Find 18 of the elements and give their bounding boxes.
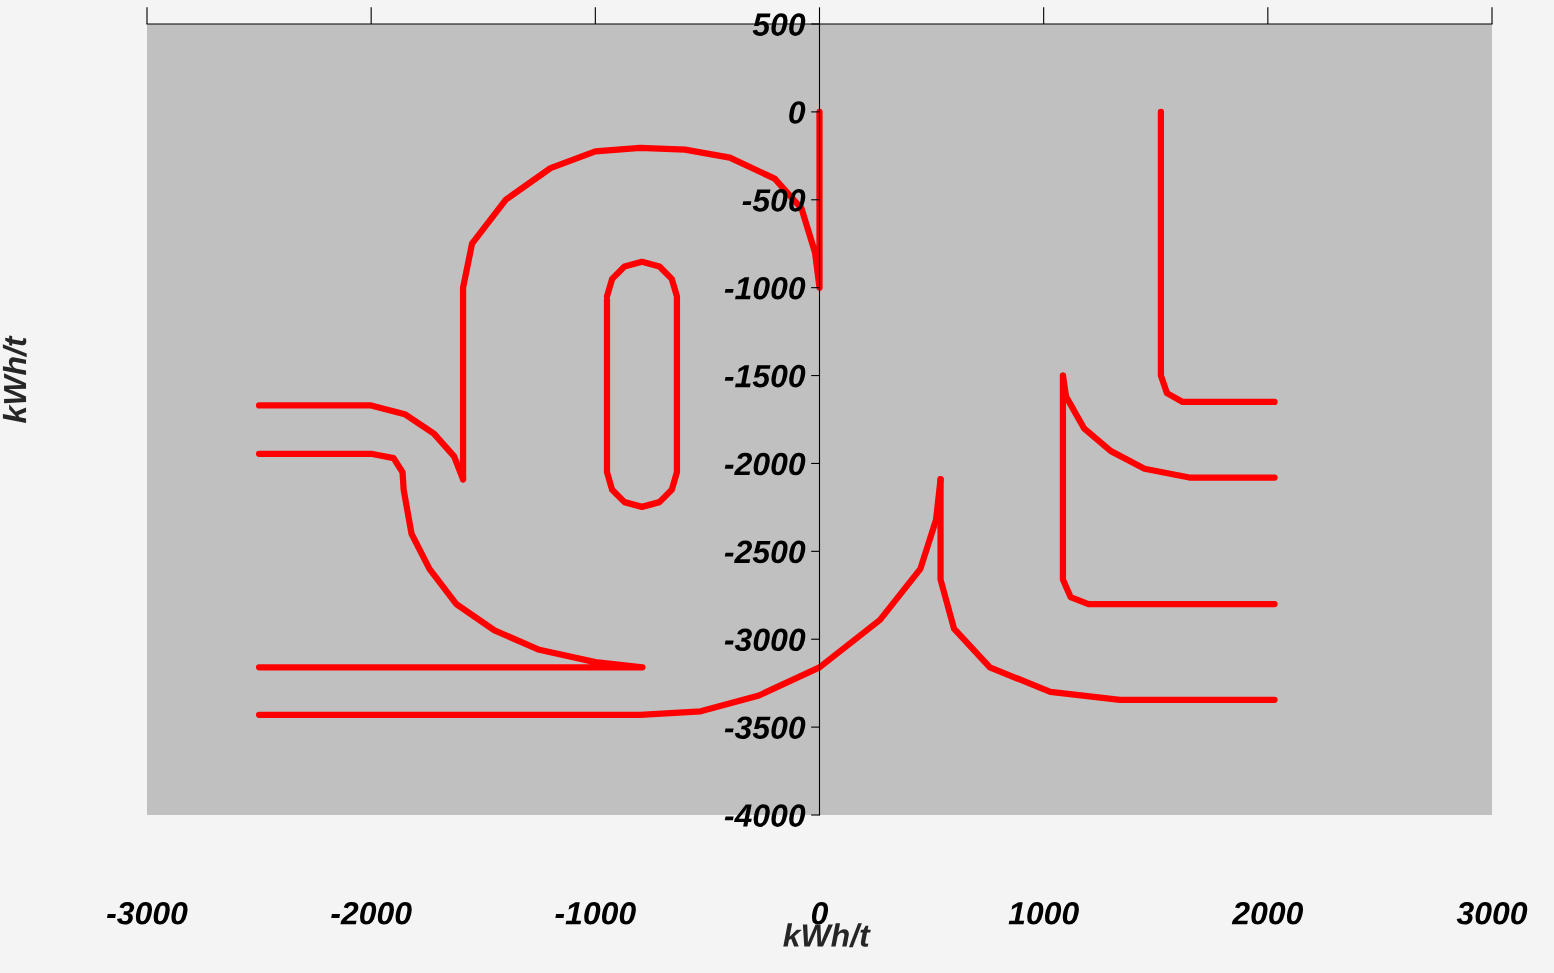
y-axis-title: kWh/t: [2, 335, 27, 423]
x-axis-title: kWh/t: [783, 923, 871, 948]
y-tick-label: -2500: [724, 540, 806, 564]
y-tick-label: -2000: [724, 452, 806, 476]
y-tick-label: 0: [789, 101, 806, 124]
x-tick-label: -3000: [107, 901, 188, 925]
x-tick-label: 3000: [1456, 901, 1528, 925]
y-tick-label: -3500: [724, 716, 806, 739]
y-tick-label: -1500: [724, 364, 806, 388]
x-tick-label: -1000: [555, 901, 636, 925]
x-tick-label: -2000: [331, 901, 412, 925]
y-tick-label: 500: [752, 13, 806, 36]
y-tick-label: -4000: [724, 804, 806, 827]
y-tick-label: -1000: [724, 276, 806, 300]
x-tick-label: 2000: [1231, 901, 1304, 925]
x-tick-label: 1000: [1008, 901, 1079, 925]
x-tick-label: 0: [811, 901, 829, 925]
y-tick-label: -3000: [724, 628, 806, 652]
